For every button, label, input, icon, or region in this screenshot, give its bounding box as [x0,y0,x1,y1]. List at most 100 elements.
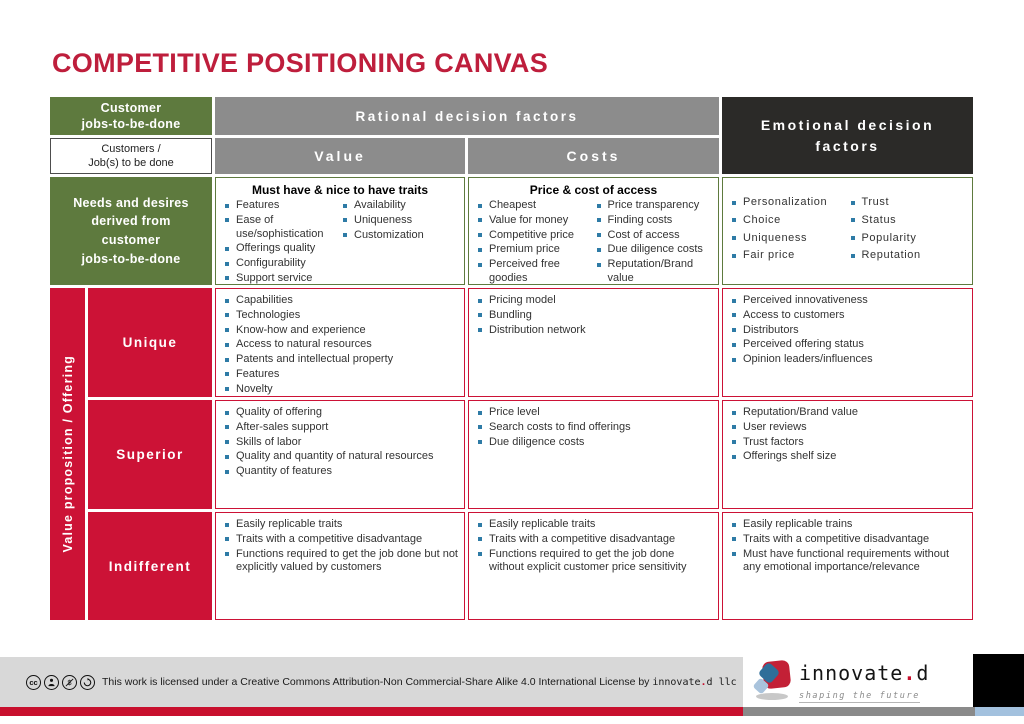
bullet-item: Opinion leaders/influences [729,353,966,367]
needs-emotional-list-1: Personalization Choice Uniqueness Fair pric… [729,196,848,267]
bullet-item: Price transparency [594,199,713,213]
black-corner-block [973,654,1024,707]
bullet-item: Easily replicable trains [729,518,966,532]
indifferent-costs-list: Easily replicable traits Traits with a co… [475,518,712,575]
innovate-d-logo-icon [752,658,797,704]
cell-indifferent-costs: Easily replicable traits Traits with a co… [468,512,719,620]
bullet-item: Due diligence costs [475,436,712,450]
header-emotional-factors: Emotional decision factors [722,97,973,174]
cc-license-icons: cc $ [26,674,95,690]
header-costs: Costs [468,138,719,174]
needs-costs-list-2: Price transparency Finding costs Cost of a… [594,199,713,284]
cell-needs-value: Must have & nice to have traits Features… [215,177,465,285]
bullet-item: Quality and quantity of natural resource… [222,450,458,464]
bullet-item: Features [222,199,340,213]
cell-superior-value: Quality of offering After-sales support Sk… [215,400,465,509]
needs-costs-list-1: Cheapest Value for money Competitive price… [475,199,594,284]
bullet-item: Reputation [848,249,967,263]
needs-costs-heading: Price & cost of access [529,183,658,197]
bullet-item: Ease of use/sophistication [222,214,340,242]
non-commercial-dollar-icon: $ [62,674,77,690]
bullet-item: Perceived free goodies [475,258,594,284]
logo-shadow [756,693,788,700]
cell-superior-costs: Price level Search costs to find offering… [468,400,719,509]
bullet-item: Technologies [222,309,458,323]
indifferent-value-list: Easily replicable traits Traits with a co… [222,518,458,575]
bullet-item: Due diligence costs [594,243,713,257]
cell-customers-jobs: Customers / Job(s) to be done [50,138,212,174]
axis-label: Value proposition / Offering [60,355,75,553]
header-value: Value [215,138,465,174]
innovate-d-logo: innovate.d shaping the future [743,654,973,707]
bottom-red-bar [0,707,743,716]
bullet-item: Perceived innovativeness [729,294,966,308]
header-customer-jobs: Customer jobs-to-be-done [50,97,212,135]
superior-costs-list: Price level Search costs to find offering… [475,406,712,449]
bottom-gray-bar [743,707,975,716]
bullet-item: Status [848,214,967,228]
bullet-item: User reviews [729,421,966,435]
bullet-item: Pricing model [475,294,712,308]
bullet-item: Price level [475,406,712,420]
bullet-item: Traits with a competitive disadvantage [475,533,712,547]
cell-unique-costs: Pricing model Bundling Distribution networ… [468,288,719,397]
bullet-item: Trust factors [729,436,966,450]
bullet-item: Capabilities [222,294,458,308]
bullet-item: Reputation/Brand value [594,258,713,284]
superior-emotional-list: Reputation/Brand value User reviews Trust … [729,406,966,464]
bullet-item: Must have functional requirements withou… [729,548,966,576]
indifferent-emotional-list: Easily replicable trains Traits with a co… [729,518,966,575]
bullet-item: Easily replicable traits [475,518,712,532]
license-text: This work is licensed under a Creative C… [102,676,737,688]
bullet-item: Offerings quality [222,242,340,256]
bullet-item: Cheapest [475,199,594,213]
bullet-item: Functions required to get the job done b… [222,548,458,576]
bullet-item: Traits with a competitive disadvantage [222,533,458,547]
needs-value-heading: Must have & nice to have traits [251,183,429,197]
bullet-item: Fair price [729,249,848,263]
bullet-item: Quantity of features [222,465,458,479]
bullet-item: Access to customers [729,309,966,323]
bullet-item: Search costs to find offerings [475,421,712,435]
needs-emotional-list-2: Trust Status Popularity Reputation [848,196,967,267]
bullet-item: Choice [729,214,848,228]
bullet-item: Offerings shelf size [729,450,966,464]
header-rational-factors: Rational decision factors [215,97,719,135]
bullet-item: Competitive price [475,229,594,243]
cell-indifferent-emotional: Easily replicable trains Traits with a co… [722,512,973,620]
bullet-item: Popularity [848,232,967,246]
bottom-blue-bar [975,707,1024,716]
bullet-item: Premium price [475,243,594,257]
bullet-item: Cost of access [594,229,713,243]
unique-value-list: Capabilities Technologies Know-how and exp… [222,294,458,396]
bullet-item: Novelty [222,383,458,397]
bullet-item: Know-how and experience [222,324,458,338]
bullet-item: Features [222,368,458,382]
superior-value-list: Quality of offering After-sales support Sk… [222,406,458,479]
bullet-item: Perceived offering status [729,338,966,352]
bullet-item: Skills of labor [222,436,458,450]
positioning-table: Customer jobs-to-be-done Rational decisi… [50,97,973,620]
bullet-item: Configurability [222,257,340,271]
bullet-item: Easily replicable traits [222,518,458,532]
bullet-item: Uniqueness [729,232,848,246]
share-alike-arrow-icon [80,674,95,690]
cell-indifferent-value: Easily replicable traits Traits with a co… [215,512,465,620]
bullet-item: Finding costs [594,214,713,228]
bullet-item: Functions required to get the job done w… [475,548,712,576]
row-label-indifferent: Indifferent [88,512,212,620]
cell-unique-emotional: Perceived innovativeness Access to custom… [722,288,973,397]
bullet-item: Quality of offering [222,406,458,420]
row-label-superior: Superior [88,400,212,509]
unique-emotional-list: Perceived innovativeness Access to custom… [729,294,966,367]
bullet-item: Traits with a competitive disadvantage [729,533,966,547]
label-needs-desires: Needs and desires derived from customer … [50,177,212,285]
cc-icon: cc [26,674,41,690]
needs-value-list-1: Features Ease of use/sophistication Offeri… [222,199,340,284]
bullet-item: Customization [340,229,458,243]
logo-wordmark: innovate.d [799,661,930,685]
bullet-item: Trust [848,196,967,210]
bullet-item: Distribution network [475,324,712,338]
bullet-item: Value for money [475,214,594,228]
row-label-unique: Unique [88,288,212,397]
